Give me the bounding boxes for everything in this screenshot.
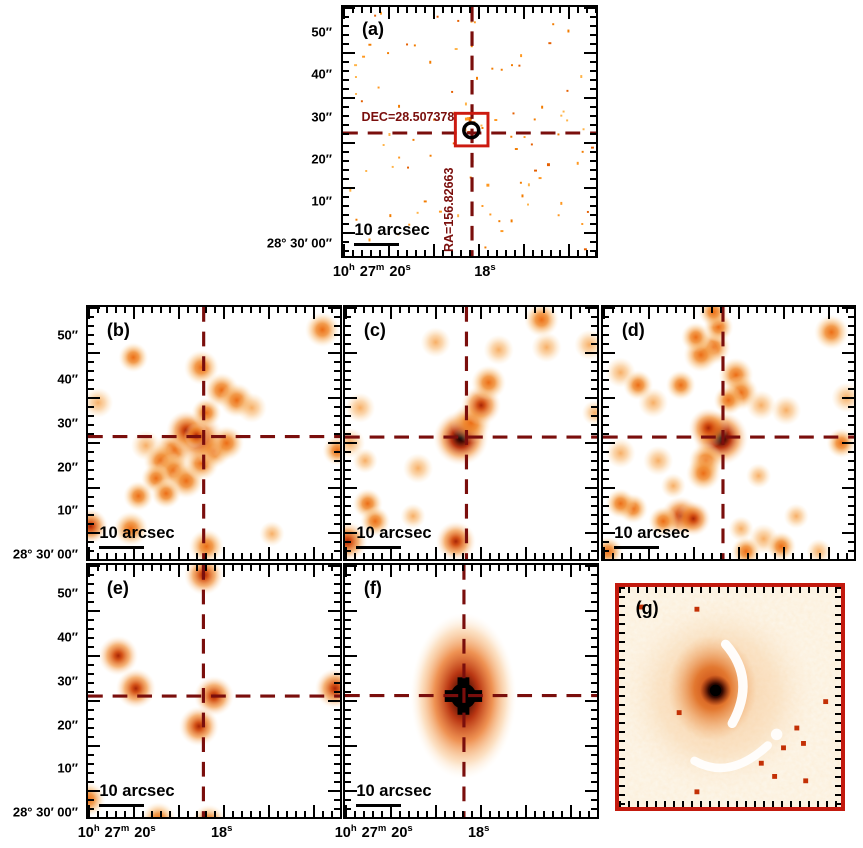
scalebar-line [614,545,660,549]
x-tick-label: 10h 27m 20s [332,262,411,280]
scalebar-label: 10 arcsec [356,523,432,542]
panel-label: (d) [621,319,645,340]
y-axis-labels-row2: 50″ 40″ 30″ 20″ 10″ 28° 30′ 00″ [0,305,82,562]
y-tick-label: 10″ [311,193,332,209]
scalebar-label: 10 arcsec [99,523,175,542]
x-tick-label: 10h 27m 20s [77,823,156,841]
panel-e-smoothed-image: (e) 10 arcsec [86,563,342,819]
ra-annotation: RA=156.82663 [442,167,457,253]
scalebar: 10 arcsec [354,221,430,247]
panel-label: (c) [363,319,386,340]
x-axis-labels-f: 10h 27m 20s 18s [335,823,599,847]
sky-image [603,307,854,559]
panel-label: (g) [635,598,659,618]
y-tick-label: 40″ [57,371,78,387]
scalebar-line [356,545,402,549]
y-tick-label: 10″ [57,502,78,518]
scalebar: 10 arcsec [356,523,432,549]
y-tick-label: 50″ [57,327,78,343]
dec-annotation: DEC=28.507378 [361,110,455,125]
panel-f-lowres-image: (f) 10 arcsec [343,563,599,819]
y-tick-label: 30″ [57,673,78,689]
y-tick-label: 20″ [311,151,332,167]
sky-image [343,7,596,256]
y-tick-label: 20″ [57,717,78,733]
x-tick-label: 18s [210,823,233,841]
y-tick-label: 30″ [57,415,78,431]
y-axis-labels-row3: 50″ 40″ 30″ 20″ 10″ 28° 30′ 00″ [0,563,82,820]
panel-b-smoothed-image: (b) 10 arcsec [86,305,342,561]
x-tick-label: 18s [467,823,490,841]
panel-label: (a) [361,19,384,40]
panel-a-xray-image: (a) DEC=28.507378 RA=156.82663 10 arcsec [341,5,598,258]
panel-label: (b) [106,319,130,340]
y-tick-label: 50″ [311,24,332,40]
panel-g-optical-cutout: (g) [615,583,845,811]
scalebar-label: 10 arcsec [99,781,175,800]
scalebar-line [356,803,402,807]
y-tick-label: 40″ [311,66,332,82]
scalebar: 10 arcsec [99,523,175,549]
sky-image [345,565,597,817]
y-axis-labels-a: 50″ 40″ 30″ 20″ 10″ 28° 30′ 00″ [246,5,336,258]
y-tick-label: 20″ [57,459,78,475]
panel-c-smoothed-image: (c) 10 arcsec [343,305,599,561]
scalebar: 10 arcsec [356,781,432,807]
scalebar-line [99,803,145,807]
scalebar-label: 10 arcsec [614,523,690,542]
x-tick-label: 18s [474,262,496,280]
y-tick-label: 50″ [57,585,78,601]
scalebar-label: 10 arcsec [356,781,432,800]
sky-image [619,587,841,807]
y-tick-label: 28° 30′ 00″ [12,546,78,562]
panel-label: (e) [106,577,129,598]
y-tick-label: 28° 30′ 00″ [12,804,78,820]
scalebar-line [354,243,400,247]
sky-image [88,565,340,817]
y-tick-label: 10″ [57,760,78,776]
x-axis-labels-a: 10h 27m 20s 18s [333,262,598,286]
scalebar-line [99,545,145,549]
sky-image [88,307,340,559]
panel-d-smoothed-image: (d) 10 arcsec [601,305,856,561]
x-axis-labels-e: 10h 27m 20s 18s [78,823,342,847]
scalebar-label: 10 arcsec [354,221,430,240]
sky-image [345,307,597,559]
scalebar: 10 arcsec [614,523,690,549]
scalebar: 10 arcsec [99,781,175,807]
x-tick-label: 10h 27m 20s [334,823,413,841]
y-tick-label: 28° 30′ 00″ [266,235,332,251]
panel-label: (f) [363,577,382,598]
y-tick-label: 30″ [311,109,332,125]
y-tick-label: 40″ [57,629,78,645]
